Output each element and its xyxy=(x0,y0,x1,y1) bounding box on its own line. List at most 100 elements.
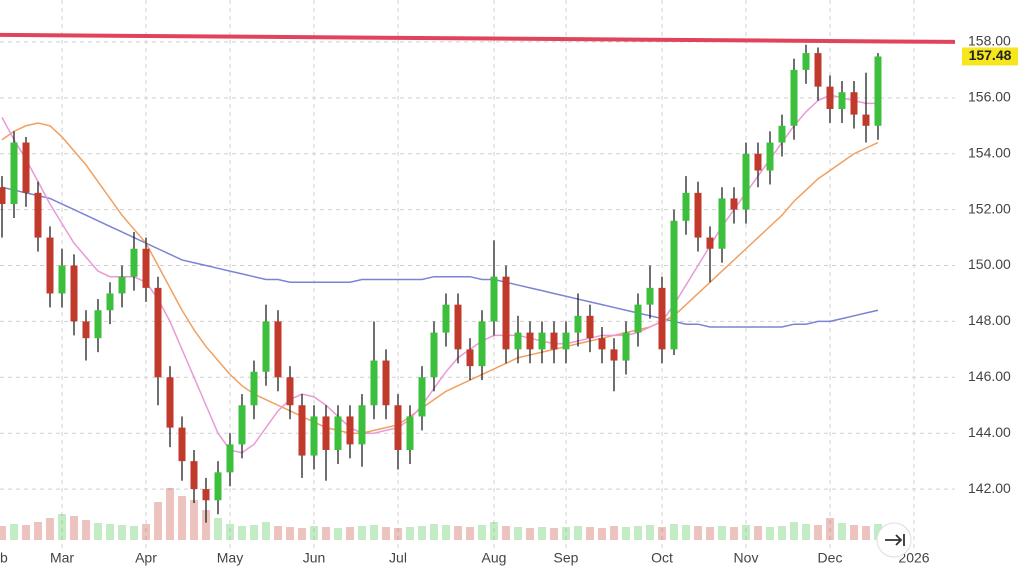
candle-body xyxy=(46,237,54,294)
candle-body xyxy=(562,332,570,350)
volume-bar xyxy=(646,525,654,540)
candle-body xyxy=(778,125,786,143)
volume-bar xyxy=(202,510,210,540)
y-tick-label: 150.00 xyxy=(968,256,1011,272)
candle-body xyxy=(346,416,354,445)
volume-bar xyxy=(262,522,270,540)
x-tick-label: b xyxy=(0,550,8,566)
candle-body xyxy=(442,304,450,333)
candle-body xyxy=(682,192,690,221)
candle-body xyxy=(742,153,750,210)
volume-bar xyxy=(142,524,150,540)
candle-body xyxy=(826,86,834,109)
scroll-to-latest-button[interactable] xyxy=(876,522,912,558)
volume-bar xyxy=(370,525,378,540)
candle-body xyxy=(694,192,702,238)
volume-bar xyxy=(826,518,834,540)
volume-bar xyxy=(58,514,66,540)
candle-body xyxy=(370,360,378,406)
volume-bar xyxy=(658,527,666,540)
candle-body xyxy=(598,338,606,350)
volume-bar xyxy=(418,526,426,540)
y-tick-label: 154.00 xyxy=(968,144,1011,160)
candle-body xyxy=(634,304,642,333)
candle-body xyxy=(574,315,582,333)
volume-bar xyxy=(586,527,594,540)
candle-body xyxy=(382,360,390,406)
volume-bar xyxy=(430,524,438,540)
volume-bar xyxy=(310,526,318,540)
candle-body xyxy=(298,405,306,456)
volume-bar xyxy=(550,528,558,540)
volume-bar xyxy=(838,523,846,540)
volume-bar xyxy=(10,524,18,540)
candle-body xyxy=(214,472,222,501)
volume-bar xyxy=(682,525,690,540)
volume-bar xyxy=(706,527,714,540)
y-tick-label: 152.00 xyxy=(968,200,1011,216)
candle-body xyxy=(238,405,246,445)
volume-bar xyxy=(226,524,234,540)
volume-bar xyxy=(862,526,870,540)
candle-body xyxy=(550,332,558,350)
volume-bar xyxy=(286,527,294,540)
candle-body xyxy=(334,416,342,450)
volume-bar xyxy=(214,518,222,540)
volume-bar xyxy=(70,516,78,540)
candle-body xyxy=(250,371,258,406)
volume-bar xyxy=(298,528,306,540)
volume-bar xyxy=(82,520,90,540)
volume-bar xyxy=(874,524,882,540)
candle-body xyxy=(862,114,870,126)
volume-bar xyxy=(742,525,750,540)
candle-body xyxy=(94,310,102,339)
candle-body xyxy=(118,276,126,294)
volume-bar xyxy=(598,528,606,540)
candle-body xyxy=(190,461,198,490)
candle-body xyxy=(406,416,414,450)
candle-body xyxy=(226,444,234,473)
moving-average-line xyxy=(1,122,879,434)
y-tick-label: 158.00 xyxy=(968,33,1011,49)
volume-bar xyxy=(130,526,138,540)
moving-average-line xyxy=(1,186,879,328)
volume-bar xyxy=(574,526,582,540)
y-tick-label: 144.00 xyxy=(968,424,1011,440)
candle-body xyxy=(718,198,726,249)
volume-bar xyxy=(106,524,114,540)
volume-bar xyxy=(274,526,282,540)
volume-bar xyxy=(346,527,354,540)
y-tick-label: 148.00 xyxy=(968,312,1011,328)
candle-body xyxy=(610,349,618,361)
x-tick-label: Sep xyxy=(554,550,579,566)
candle-body xyxy=(166,377,174,428)
volume-bar xyxy=(622,527,630,540)
button-icon xyxy=(885,534,905,546)
volume-bar xyxy=(46,518,54,540)
volume-bar xyxy=(94,523,102,540)
volume-bar xyxy=(778,526,786,540)
candle-body xyxy=(514,332,522,350)
volume-bar xyxy=(814,525,822,540)
volume-bar xyxy=(466,527,474,540)
candle-body xyxy=(418,377,426,417)
volume-bar xyxy=(322,527,330,540)
volume-bar xyxy=(730,527,738,540)
volume-bar xyxy=(358,526,366,540)
candle-body xyxy=(838,92,846,109)
candle-body xyxy=(790,69,798,126)
x-tick-label: Dec xyxy=(818,550,843,566)
candle-body xyxy=(10,142,18,205)
x-tick-label: Apr xyxy=(135,550,157,566)
candle-body xyxy=(310,416,318,456)
candle-body xyxy=(670,220,678,350)
candle-body xyxy=(802,53,810,70)
volume-bar xyxy=(118,525,126,540)
volume-bar xyxy=(394,528,402,540)
volume-bar xyxy=(790,522,798,540)
candle-body xyxy=(70,265,78,322)
candle-body xyxy=(274,321,282,378)
candle-body xyxy=(622,332,630,361)
candle-body xyxy=(766,142,774,171)
candle-body xyxy=(706,237,714,249)
